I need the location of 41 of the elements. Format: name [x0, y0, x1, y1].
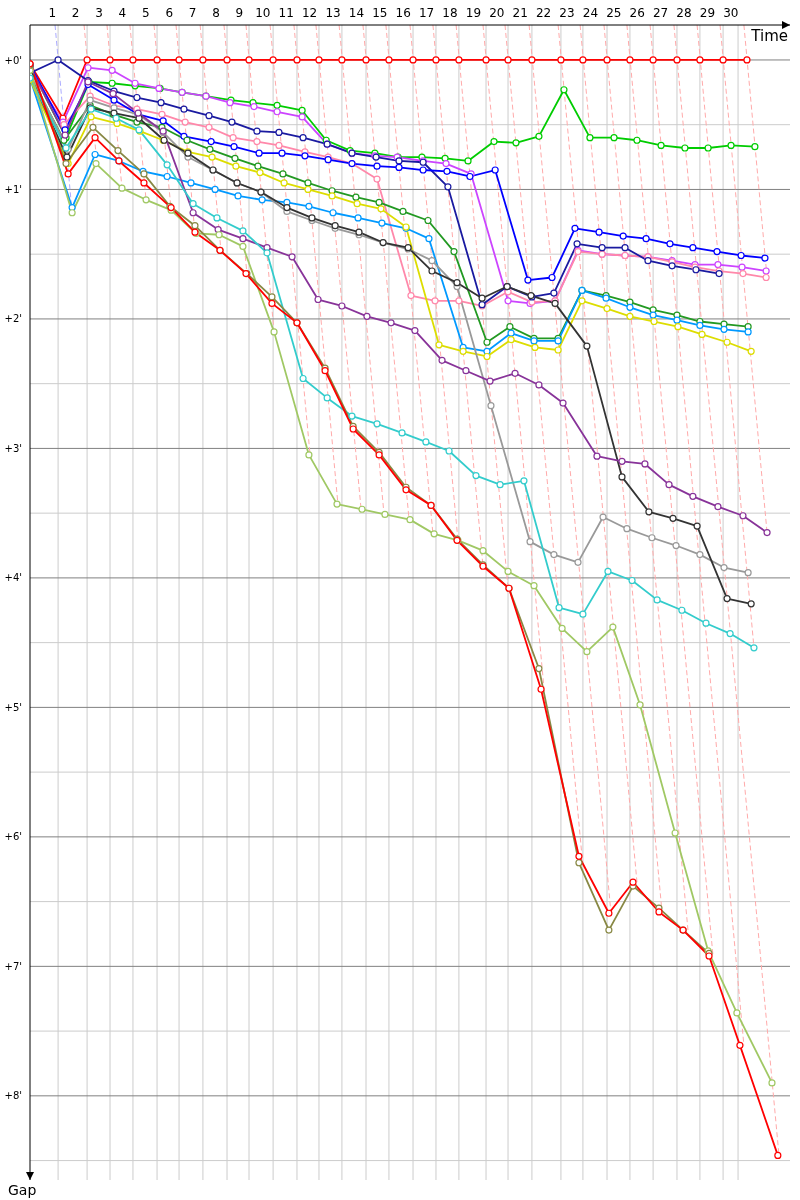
y-tick-label: +8' [4, 1090, 22, 1102]
x-tick-label: 13 [325, 6, 341, 20]
x-tick-label: 8 [212, 6, 220, 20]
x-tick-label: 18 [442, 6, 458, 20]
y-tick-label: +7' [4, 960, 22, 972]
x-tick-label: 16 [395, 6, 411, 20]
x-tick-label: 24 [582, 6, 599, 20]
x-tick-label: 20 [489, 6, 505, 20]
x-tick-label: 21 [512, 6, 528, 20]
y-axis-title: Gap [8, 1182, 37, 1198]
x-tick-label: 15 [372, 6, 388, 20]
y-tick-label: +6' [4, 831, 22, 843]
x-tick-label: 11 [278, 6, 294, 20]
x-tick-label: 22 [535, 6, 552, 20]
y-tick-label: +0' [4, 54, 22, 66]
x-tick-label: 26 [629, 6, 645, 20]
x-axis-title: Time [750, 27, 788, 45]
x-tick-label: 19 [465, 6, 482, 20]
x-tick-label: 2 [71, 6, 80, 20]
x-tick-label: 5 [142, 6, 150, 20]
x-tick-label: 9 [235, 6, 244, 20]
y-tick-label: +4' [4, 572, 22, 584]
x-tick-label: 12 [301, 6, 318, 20]
y-tick-label: +1' [4, 184, 22, 195]
y-tick-label: +2' [4, 313, 22, 325]
x-tick-label: 27 [652, 6, 669, 20]
x-tick-label: 4 [118, 6, 127, 20]
y-tick-label: +3' [4, 442, 22, 454]
x-tick-label: 7 [188, 6, 197, 20]
x-tick-label: 14 [348, 6, 365, 20]
x-tick-label: 23 [559, 6, 575, 20]
x-tick-label: 28 [676, 6, 692, 20]
x-tick-label: 1 [48, 6, 57, 20]
x-tick-label: 17 [418, 6, 435, 20]
x-tick-label: 30 [723, 6, 739, 20]
y-tick-label: +5' [4, 701, 22, 713]
x-tick-label: 10 [255, 6, 271, 20]
x-tick-label: 29 [699, 6, 716, 20]
x-tick-label: 25 [606, 6, 622, 20]
x-tick-label: 6 [165, 6, 174, 20]
x-tick-label: 3 [95, 6, 103, 20]
